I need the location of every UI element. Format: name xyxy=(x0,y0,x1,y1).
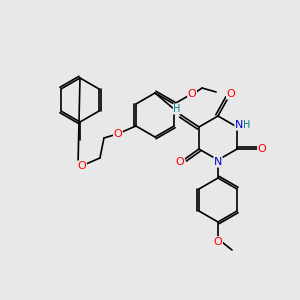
Text: O: O xyxy=(214,237,222,247)
Text: O: O xyxy=(78,161,86,171)
Text: H: H xyxy=(243,120,251,130)
Text: O: O xyxy=(114,129,122,139)
Text: N: N xyxy=(214,157,222,167)
Text: H: H xyxy=(173,104,181,114)
Text: O: O xyxy=(176,157,184,167)
Text: N: N xyxy=(235,120,243,130)
Text: O: O xyxy=(226,89,236,99)
Text: O: O xyxy=(258,144,266,154)
Text: O: O xyxy=(188,89,197,99)
